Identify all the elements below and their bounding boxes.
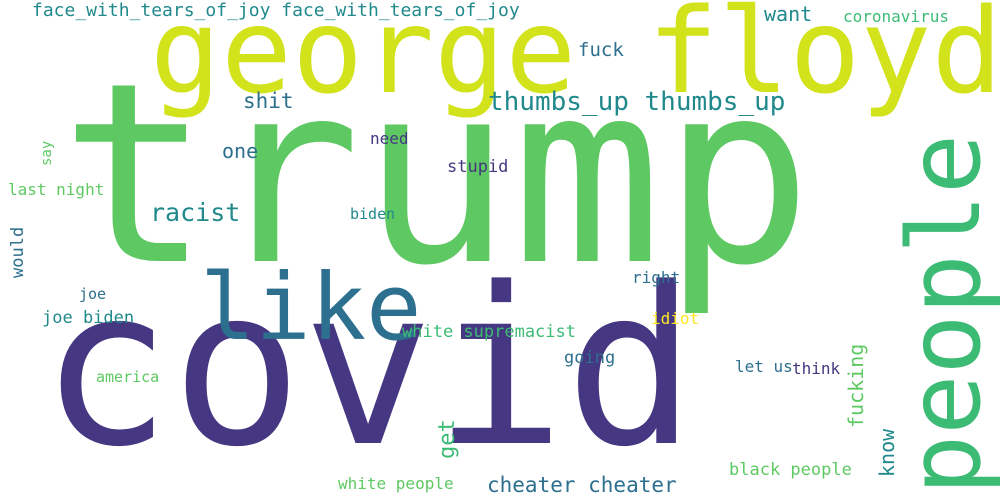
- word-trump: trump: [60, 29, 813, 320]
- word-covid: covid: [40, 242, 697, 495]
- word-joe-biden: joe biden: [42, 308, 135, 328]
- word-racist: racist: [150, 198, 241, 227]
- word-america: america: [96, 368, 160, 386]
- word-let-us: let us: [735, 357, 793, 376]
- word-like: like: [200, 254, 422, 361]
- word-one: one: [222, 139, 259, 163]
- word-get: get: [435, 419, 460, 459]
- word-going: going: [564, 348, 616, 368]
- word-thumbs-up: thumbs_up thumbs_up: [488, 87, 786, 117]
- word-white-people: white people: [338, 474, 454, 493]
- word-would: would: [8, 226, 28, 278]
- word-biden: biden: [350, 205, 396, 223]
- word-george-floyd: george floyd: [150, 0, 1000, 120]
- word-black-people: black people: [729, 460, 852, 480]
- word-cheater-cheater: cheater cheater: [487, 473, 677, 497]
- word-say: say: [39, 140, 55, 166]
- word-shit: shit: [243, 89, 294, 113]
- word-idiot: idiot: [651, 309, 700, 328]
- word-face-with-tears: face_with_tears_of_joy face_with_tears_o…: [32, 0, 520, 21]
- word-want: want: [764, 2, 813, 26]
- word-right: right: [632, 268, 681, 287]
- word-fuck: fuck: [578, 39, 624, 61]
- word-stupid: stupid: [447, 157, 509, 177]
- word-white-supremacist: white supremacist: [402, 322, 576, 342]
- word-joe: joe: [79, 285, 107, 303]
- word-fucking: fucking: [844, 343, 868, 428]
- word-need: need: [370, 129, 409, 148]
- word-last-night: last night: [8, 180, 105, 199]
- word-think: think: [792, 359, 841, 378]
- word-people: people: [886, 133, 1000, 495]
- word-know: know: [875, 428, 899, 477]
- word-coronavirus: coronavirus: [843, 7, 949, 26]
